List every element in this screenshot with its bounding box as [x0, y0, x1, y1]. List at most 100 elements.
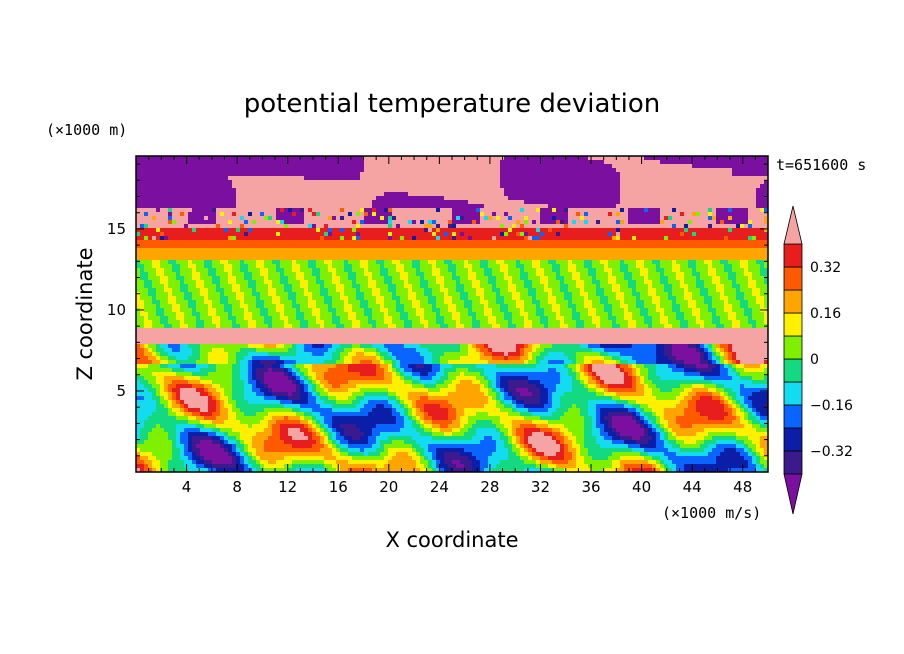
field-cell: [296, 224, 301, 229]
field-cell: [632, 272, 637, 277]
field-cell: [384, 280, 389, 285]
field-cell: [520, 244, 525, 249]
field-cell: [688, 224, 693, 229]
field-cell: [136, 188, 141, 193]
field-cell: [724, 204, 729, 209]
field-cell: [680, 232, 685, 237]
field-cell: [408, 156, 413, 161]
field-cell: [400, 256, 405, 261]
field-cell: [552, 244, 557, 249]
field-cell: [348, 204, 353, 209]
field-cell: [440, 188, 445, 193]
field-cell: [284, 172, 289, 177]
field-cell: [656, 192, 661, 197]
field-cell: [144, 276, 149, 281]
field-cell: [468, 268, 473, 273]
field-cell: [212, 164, 217, 169]
field-cell: [240, 208, 245, 213]
field-cell: [684, 212, 689, 217]
field-cell: [692, 244, 697, 249]
field-cell: [256, 268, 261, 273]
field-cell: [604, 168, 609, 173]
field-cell: [724, 240, 729, 245]
field-cell: [500, 216, 505, 221]
field-cell: [164, 168, 169, 173]
field-cell: [364, 280, 369, 285]
field-cell: [460, 156, 465, 161]
field-cell: [328, 176, 333, 181]
field-cell: [500, 188, 505, 193]
field-cell: [400, 280, 405, 285]
field-cell: [580, 216, 585, 221]
field-cell: [280, 196, 285, 201]
field-cell: [420, 228, 425, 233]
field-cell: [176, 180, 181, 185]
field-cell: [544, 256, 549, 261]
field-cell: [624, 220, 629, 225]
field-cell: [276, 220, 281, 225]
field-cell: [176, 200, 181, 205]
field-cell: [672, 160, 677, 165]
field-cell: [736, 168, 741, 173]
field-cell: [732, 160, 737, 165]
field-cell: [728, 216, 733, 221]
field-cell: [764, 244, 768, 249]
field-cell: [760, 212, 765, 217]
field-cell: [536, 172, 541, 177]
field-cell: [624, 200, 629, 205]
field-cell: [304, 180, 309, 185]
field-cell: [752, 236, 757, 241]
field-cell: [760, 232, 765, 237]
field-cell: [576, 260, 581, 265]
field-cell: [376, 220, 381, 225]
field-cell: [172, 184, 177, 189]
field-cell: [536, 188, 541, 193]
field-cell: [636, 260, 641, 265]
field-cell: [284, 276, 289, 281]
field-cell: [700, 240, 705, 245]
field-cell: [204, 248, 209, 253]
field-cell: [136, 212, 141, 217]
field-cell: [140, 172, 145, 177]
field-cell: [680, 192, 685, 197]
field-cell: [724, 244, 729, 249]
field-cell: [216, 172, 221, 177]
field-cell: [296, 272, 301, 277]
field-cell: [416, 212, 421, 217]
field-cell: [480, 256, 485, 261]
field-cell: [268, 232, 273, 237]
field-cell: [560, 260, 565, 265]
field-cell: [640, 264, 645, 269]
field-cell: [700, 216, 705, 221]
field-cell: [200, 276, 205, 281]
field-cell: [632, 228, 637, 233]
field-cell: [496, 228, 501, 233]
field-cell: [384, 176, 389, 181]
field-cell: [196, 256, 201, 261]
field-cell: [756, 268, 761, 273]
field-cell: [576, 276, 581, 281]
field-cell: [300, 184, 305, 189]
field-cell: [208, 236, 213, 241]
field-cell: [372, 260, 377, 265]
field-cell: [160, 252, 165, 257]
field-cell: [720, 184, 725, 189]
field-cell: [528, 236, 533, 241]
field-cell: [312, 168, 317, 173]
field-cell: [564, 272, 569, 277]
field-cell: [268, 208, 273, 213]
field-cell: [156, 256, 161, 261]
field-cell: [764, 248, 768, 253]
field-cell: [360, 176, 365, 181]
field-cell: [532, 176, 537, 181]
field-cell: [560, 268, 565, 273]
field-cell: [204, 268, 209, 273]
field-cell: [528, 180, 533, 185]
field-cell: [260, 224, 265, 229]
field-cell: [196, 160, 201, 165]
field-cell: [148, 248, 153, 253]
field-cell: [432, 228, 437, 233]
field-cell: [572, 240, 577, 245]
field-cell: [468, 216, 473, 221]
field-cell: [364, 220, 369, 225]
